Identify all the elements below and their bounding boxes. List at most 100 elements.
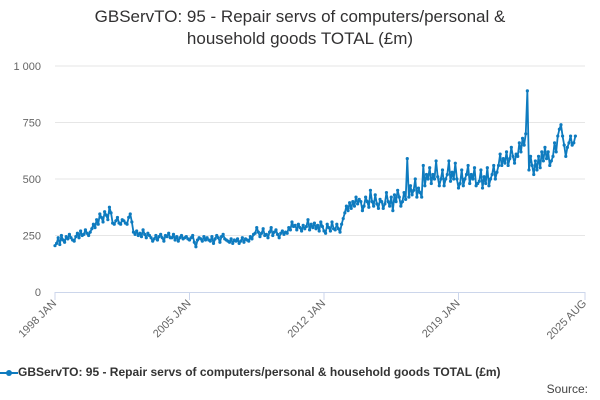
data-point[interactable] <box>144 236 148 240</box>
data-point[interactable] <box>511 154 515 158</box>
data-point[interactable] <box>99 215 104 220</box>
data-point[interactable] <box>255 225 259 230</box>
data-point[interactable] <box>514 152 518 156</box>
data-point[interactable] <box>312 221 316 225</box>
data-point[interactable] <box>362 204 366 208</box>
data-point[interactable] <box>453 161 457 165</box>
data-point[interactable] <box>559 123 563 127</box>
data-point[interactable] <box>364 195 368 199</box>
data-point[interactable] <box>128 212 132 216</box>
data-point[interactable] <box>320 224 324 229</box>
data-point[interactable] <box>287 225 291 230</box>
data-point[interactable] <box>250 237 254 241</box>
data-point[interactable] <box>272 230 276 234</box>
data-point[interactable] <box>492 163 496 168</box>
data-point[interactable] <box>525 89 529 93</box>
data-point[interactable] <box>61 238 65 242</box>
data-point[interactable] <box>408 184 413 188</box>
data-point[interactable] <box>98 212 102 216</box>
data-point[interactable] <box>231 241 235 246</box>
data-point[interactable] <box>341 216 345 221</box>
data-point[interactable] <box>119 222 123 226</box>
data-point[interactable] <box>420 195 424 199</box>
data-point[interactable] <box>424 172 429 177</box>
data-point[interactable] <box>131 230 136 234</box>
data-point[interactable] <box>136 233 140 238</box>
data-point[interactable] <box>239 239 243 243</box>
data-point[interactable] <box>285 231 289 235</box>
data-point[interactable] <box>359 200 363 204</box>
data-point[interactable] <box>541 159 545 163</box>
data-point[interactable] <box>530 163 534 168</box>
data-point[interactable] <box>293 223 297 227</box>
data-point[interactable] <box>127 215 131 220</box>
data-point[interactable] <box>112 222 116 226</box>
data-point[interactable] <box>235 237 240 241</box>
data-point[interactable] <box>75 231 80 235</box>
data-point[interactable] <box>87 233 91 238</box>
data-point[interactable] <box>242 240 246 244</box>
data-point[interactable] <box>466 163 470 168</box>
data-point[interactable] <box>383 202 387 206</box>
data-point[interactable] <box>237 241 241 246</box>
data-point[interactable] <box>448 179 453 183</box>
data-point[interactable] <box>328 229 333 233</box>
data-point[interactable] <box>426 177 430 181</box>
data-point[interactable] <box>63 240 67 244</box>
data-point[interactable] <box>434 159 438 163</box>
data-point[interactable] <box>101 220 105 224</box>
data-point[interactable] <box>554 150 558 154</box>
data-point[interactable] <box>171 232 176 236</box>
data-point[interactable] <box>432 177 437 181</box>
data-point[interactable] <box>107 205 112 209</box>
data-point[interactable] <box>413 177 417 181</box>
data-point[interactable] <box>548 163 552 168</box>
data-point[interactable] <box>444 177 448 181</box>
data-point[interactable] <box>58 242 62 247</box>
data-point[interactable] <box>399 204 403 208</box>
data-point[interactable] <box>79 229 83 233</box>
data-point[interactable] <box>125 222 129 226</box>
data-point[interactable] <box>372 204 376 208</box>
data-point[interactable] <box>160 236 164 240</box>
data-point[interactable] <box>500 163 504 168</box>
data-point[interactable] <box>324 231 328 235</box>
data-point[interactable] <box>147 233 152 238</box>
data-point[interactable] <box>536 154 541 158</box>
data-point[interactable] <box>138 231 142 235</box>
data-point[interactable] <box>384 190 389 195</box>
data-point[interactable] <box>552 141 557 145</box>
data-point[interactable] <box>501 157 505 161</box>
data-point[interactable] <box>567 141 571 145</box>
data-point[interactable] <box>191 233 195 238</box>
data-point[interactable] <box>463 177 467 181</box>
data-point[interactable] <box>304 224 308 229</box>
data-point[interactable] <box>352 204 357 208</box>
data-point[interactable] <box>248 235 252 239</box>
data-point[interactable] <box>437 184 441 188</box>
data-point[interactable] <box>333 228 337 232</box>
data-point[interactable] <box>306 218 310 222</box>
data-point[interactable] <box>106 218 110 222</box>
data-point[interactable] <box>325 222 329 226</box>
data-point[interactable] <box>96 222 100 226</box>
data-point[interactable] <box>543 145 547 149</box>
data-point[interactable] <box>91 222 96 226</box>
data-point[interactable] <box>375 202 379 206</box>
data-point[interactable] <box>389 195 393 199</box>
data-point[interactable] <box>360 209 365 213</box>
data-point[interactable] <box>557 127 561 131</box>
data-point[interactable] <box>277 236 281 240</box>
data-point[interactable] <box>386 200 390 204</box>
data-point[interactable] <box>351 200 355 204</box>
data-point[interactable] <box>299 229 304 233</box>
data-point[interactable] <box>135 229 139 233</box>
data-point[interactable] <box>450 170 454 174</box>
data-point[interactable] <box>568 134 573 138</box>
data-point[interactable] <box>354 195 358 199</box>
data-point[interactable] <box>458 181 462 186</box>
data-point[interactable] <box>440 168 445 172</box>
data-point[interactable] <box>288 228 292 232</box>
data-point[interactable] <box>216 236 220 240</box>
data-point[interactable] <box>187 238 192 242</box>
